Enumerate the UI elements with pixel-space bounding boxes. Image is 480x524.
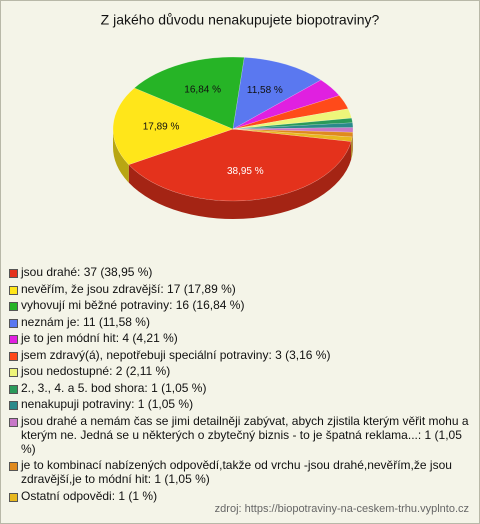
slice <box>232 127 354 133</box>
legend: jsou drahé: 37 (38,95 %) nevěřím, že jsou… <box>9 265 471 505</box>
legend-label: vyhovují mi běžné potraviny: 16 (16,84 %… <box>21 298 245 312</box>
slice <box>232 128 354 138</box>
legend-swatch <box>9 335 18 344</box>
slice <box>128 128 352 202</box>
legend-swatch <box>9 462 18 471</box>
legend-label: 2., 3., 4. a 5. bod shora: 1 (1,05 %) <box>21 380 207 395</box>
legend-swatch <box>9 285 18 295</box>
legend-label: nenakupuji potraviny: 1 (1,05 %) <box>21 397 194 411</box>
legend-swatch <box>9 269 18 278</box>
slice <box>112 87 234 165</box>
legend-swatch <box>9 492 18 502</box>
legend-swatch <box>9 318 18 328</box>
slice-side <box>351 137 353 160</box>
legend-item: jsou drahé a nemám čas se jimi detailněj… <box>9 414 471 456</box>
legend-label: nevěřím, že jsou zdravější: 17 (17,89 %) <box>21 281 236 296</box>
pie-area: Z jakého důvodu nenakupujete biopotravin… <box>101 12 380 220</box>
legend-swatch <box>9 368 18 377</box>
source: zdroj: https://biopotraviny-na-ceskem-tr… <box>214 503 469 515</box>
legend-item: jsou drahé: 37 (38,95 %) <box>9 265 471 279</box>
legend-item: 2., 3., 4. a 5. bod shora: 1 (1,05 %) <box>9 381 471 395</box>
legend-label: jsem zdravý(á), nepotřebuji speciální po… <box>21 347 331 362</box>
slice-side <box>352 132 353 156</box>
chart-title: Z jakého důvodu nenakupujete biopotravin… <box>101 12 380 28</box>
slice <box>133 56 245 130</box>
slice-label: 38,95 % <box>227 166 264 177</box>
legend-item: neznám je: 11 (11,58 %) <box>9 315 471 329</box>
legend-item: je to jen módní hit: 4 (4,21 %) <box>9 331 471 345</box>
slice <box>232 128 353 142</box>
legend-swatch <box>9 401 18 410</box>
slice <box>232 108 352 130</box>
legend-item: nevěřím, že jsou zdravější: 17 (17,89 %) <box>9 282 471 296</box>
legend-item: Ostatní odpovědi: 1 (1 %) <box>9 489 471 503</box>
legend-label: je to jen módní hit: 4 (4,21 %) <box>21 331 178 345</box>
legend-swatch <box>9 384 18 394</box>
legend-label: Ostatní odpovědi: 1 (1 %) <box>21 488 158 503</box>
legend-label: je to kombinací nabízených odpovědí,takž… <box>21 458 452 486</box>
legend-label: jsou nedostupné: 2 (2,11 %) <box>21 364 171 378</box>
legend-swatch <box>9 302 18 311</box>
legend-item: vyhovují mi běžné potraviny: 16 (16,84 %… <box>9 298 471 312</box>
legend-item: nenakupuji potraviny: 1 (1,05 %) <box>9 397 471 411</box>
legend-swatch <box>9 351 18 361</box>
slice <box>232 57 322 130</box>
legend-label: jsou drahé a nemám čas se jimi detailněj… <box>21 413 469 456</box>
slice <box>232 79 340 130</box>
slice-label: 17,89 % <box>143 122 180 133</box>
legend-item: je to kombinací nabízených odpovědí,takž… <box>9 458 471 486</box>
legend-swatch <box>9 417 18 427</box>
slice-label: 16,84 % <box>184 84 221 95</box>
slice <box>232 95 349 130</box>
slice-side <box>113 129 129 183</box>
legend-label: jsou drahé: 37 (38,95 %) <box>21 265 153 279</box>
slice-label: 11,58 % <box>247 85 283 96</box>
slice <box>232 122 354 130</box>
legend-item: jsou nedostupné: 2 (2,11 %) <box>9 364 471 378</box>
slice-side <box>128 141 352 220</box>
slice <box>232 117 353 130</box>
legend-label: neznám je: 11 (11,58 %) <box>21 314 150 329</box>
legend-item: jsem zdravý(á), nepotřebuji speciální po… <box>9 348 471 362</box>
